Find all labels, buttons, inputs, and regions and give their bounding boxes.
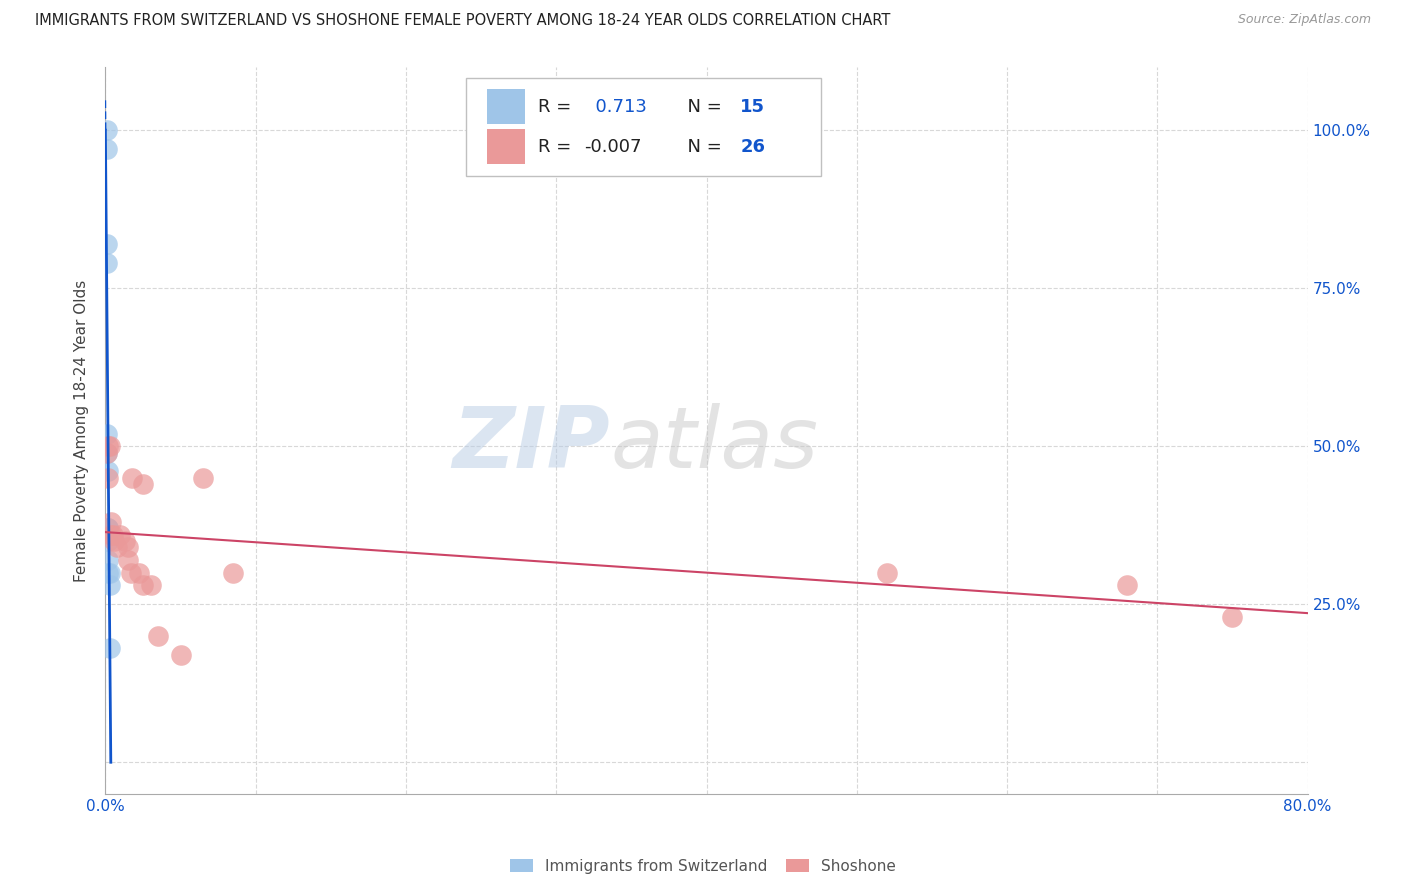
Text: atlas: atlas bbox=[610, 403, 818, 486]
Y-axis label: Female Poverty Among 18-24 Year Olds: Female Poverty Among 18-24 Year Olds bbox=[75, 279, 90, 582]
Point bbox=[96, 142, 118, 156]
Point bbox=[98, 578, 121, 592]
Point bbox=[1222, 610, 1244, 624]
Text: 26: 26 bbox=[740, 138, 765, 156]
Text: 15: 15 bbox=[740, 98, 765, 116]
Point bbox=[97, 521, 120, 535]
Bar bbox=[486, 89, 524, 124]
Point bbox=[100, 515, 122, 529]
Point bbox=[98, 566, 121, 580]
Point bbox=[96, 445, 118, 459]
Point bbox=[97, 521, 120, 535]
Point bbox=[97, 465, 120, 479]
Point bbox=[146, 629, 169, 643]
Point bbox=[96, 426, 118, 441]
Point bbox=[1116, 578, 1139, 592]
Point bbox=[97, 471, 120, 485]
Point bbox=[100, 527, 122, 541]
Text: IMMIGRANTS FROM SWITZERLAND VS SHOSHONE FEMALE POVERTY AMONG 18-24 YEAR OLDS COR: IMMIGRANTS FROM SWITZERLAND VS SHOSHONE … bbox=[35, 13, 890, 29]
Point bbox=[191, 471, 214, 485]
Point bbox=[97, 439, 120, 453]
Point bbox=[117, 553, 139, 567]
Point bbox=[110, 527, 132, 541]
Point bbox=[97, 534, 120, 549]
Point bbox=[107, 541, 129, 555]
Point bbox=[169, 648, 191, 662]
Text: N =: N = bbox=[676, 98, 728, 116]
Point bbox=[96, 256, 118, 270]
Point bbox=[222, 566, 245, 580]
Point bbox=[98, 641, 121, 656]
Text: 0.713: 0.713 bbox=[583, 98, 647, 116]
Text: ZIP: ZIP bbox=[453, 403, 610, 486]
Point bbox=[132, 477, 155, 491]
Point bbox=[97, 566, 120, 580]
Point bbox=[98, 439, 121, 453]
Text: Source: ZipAtlas.com: Source: ZipAtlas.com bbox=[1237, 13, 1371, 27]
Point bbox=[117, 541, 139, 555]
Text: R =: R = bbox=[538, 138, 578, 156]
FancyBboxPatch shape bbox=[465, 78, 821, 176]
Point bbox=[97, 553, 120, 567]
Point bbox=[139, 578, 162, 592]
Point bbox=[103, 534, 125, 549]
Point bbox=[96, 236, 118, 251]
Point bbox=[114, 534, 136, 549]
Point bbox=[876, 566, 898, 580]
Text: -0.007: -0.007 bbox=[583, 138, 641, 156]
Point bbox=[128, 566, 150, 580]
Text: N =: N = bbox=[676, 138, 728, 156]
Point bbox=[120, 566, 142, 580]
Point bbox=[96, 123, 118, 137]
Text: R =: R = bbox=[538, 98, 578, 116]
Point bbox=[132, 578, 155, 592]
Point bbox=[121, 471, 143, 485]
Point bbox=[101, 527, 124, 541]
Bar bbox=[486, 129, 524, 164]
Point bbox=[96, 445, 118, 459]
Legend: Immigrants from Switzerland, Shoshone: Immigrants from Switzerland, Shoshone bbox=[503, 853, 903, 880]
